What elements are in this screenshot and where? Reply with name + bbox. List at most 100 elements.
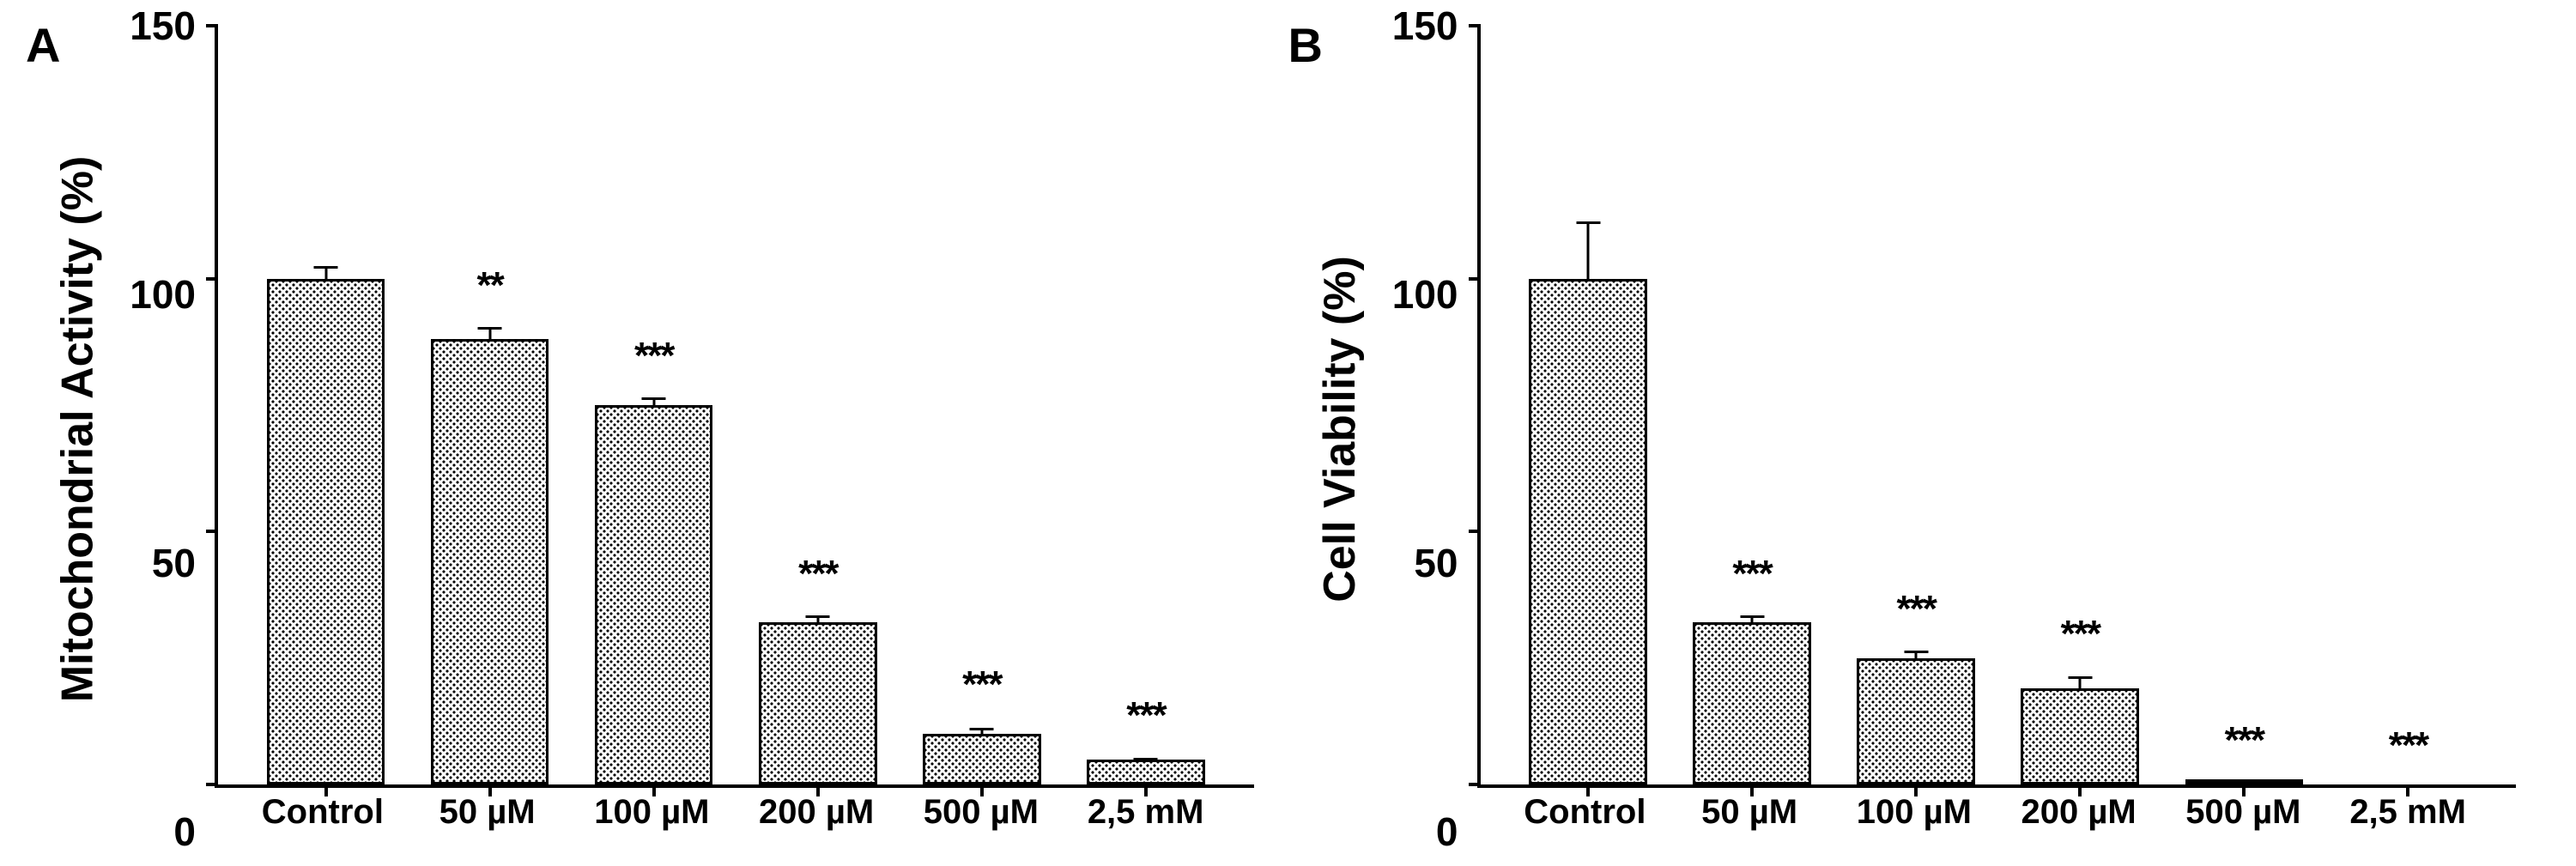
bar-slot: *** — [900, 26, 1064, 784]
x-tick-label: Control — [1503, 793, 1668, 832]
x-tick-label: 2,5 mM — [2325, 793, 2490, 832]
bar — [1529, 279, 1647, 784]
xtick-mark — [2406, 784, 2409, 796]
bar — [1693, 622, 1811, 784]
ytick-mark — [1469, 24, 1481, 27]
x-tick-label: Control — [240, 793, 405, 832]
significance-label: *** — [2225, 719, 2264, 762]
significance-label: *** — [1732, 553, 1771, 596]
ytick-mark — [1469, 530, 1481, 533]
xtick-mark — [1144, 784, 1148, 796]
bar-slot: *** — [572, 26, 736, 784]
significance-label: *** — [962, 663, 1001, 706]
x-tick-label: 50 µM — [405, 793, 570, 832]
error-bar — [980, 728, 983, 737]
significance-label: *** — [2061, 613, 2100, 656]
significance-label: ** — [476, 264, 502, 307]
y-axis: 050100150 — [112, 26, 215, 832]
x-axis-labels: Control50 µM100 µM200 µM500 µM2,5 mM — [1477, 788, 2517, 832]
ytick-mark — [206, 530, 218, 533]
xtick-mark — [2242, 784, 2246, 796]
bar-fill — [1089, 762, 1203, 782]
ytick-label: 50 — [1414, 540, 1458, 586]
ytick-label: 100 — [1392, 271, 1458, 318]
bar — [431, 339, 549, 784]
x-tick-label: 500 µM — [2161, 793, 2326, 832]
bar-slot: ** — [408, 26, 572, 784]
bar-slot — [1506, 26, 1670, 784]
xtick-mark — [980, 784, 984, 796]
bar — [2021, 688, 2139, 784]
xtick-mark — [816, 784, 820, 796]
significance-label: *** — [634, 335, 673, 378]
ytick-mark — [206, 783, 218, 786]
x-tick-label: 200 µM — [1997, 793, 2161, 832]
bar-fill — [597, 408, 711, 782]
y-axis-label: Cell Viability (%) — [1314, 256, 1366, 603]
ytick-mark — [206, 277, 218, 281]
ylabel-wrap: Mitochondrial Activity (%) — [43, 26, 112, 832]
bar-fill — [1695, 625, 1809, 782]
bar-slot: *** — [2326, 26, 2490, 784]
panel-letter: B — [1288, 17, 1323, 73]
bar-fill — [2023, 691, 2137, 782]
bar-slot: *** — [736, 26, 900, 784]
panel-a: AMitochondrial Activity (%)050100150****… — [26, 17, 1288, 840]
y-axis: 050100150 — [1374, 26, 1477, 832]
ytick-mark — [1469, 783, 1481, 786]
bar-fill — [1531, 282, 1645, 782]
xtick-mark — [1914, 784, 1918, 796]
bar — [1087, 760, 1205, 784]
bar-slot: *** — [2162, 26, 2326, 784]
x-tick-label: 2,5 mM — [1064, 793, 1228, 832]
ytick-mark — [1469, 277, 1481, 281]
bar-fill — [761, 625, 875, 782]
significance-label: *** — [798, 553, 837, 596]
panel-b: BCell Viability (%)050100150************… — [1288, 17, 2551, 840]
ytick-label: 0 — [173, 808, 196, 855]
x-tick-label: 100 µM — [570, 793, 735, 832]
bar — [1857, 658, 1975, 784]
chart-column: **************Control50 µM100 µM200 µM50… — [215, 26, 1254, 832]
error-bar — [816, 615, 819, 625]
x-tick-label: 50 µM — [1667, 793, 1832, 832]
bar-slot: *** — [1670, 26, 1834, 784]
bar — [923, 734, 1041, 784]
error-bar — [652, 397, 655, 408]
ytick-label: 100 — [130, 271, 196, 318]
error-bar — [1144, 758, 1147, 762]
bar-slot — [244, 26, 408, 784]
ytick-label: 150 — [130, 3, 196, 49]
error-bar — [2079, 676, 2082, 691]
error-bar — [1587, 221, 1590, 282]
error-bar — [1915, 651, 1918, 660]
ytick-label: 0 — [1436, 808, 1458, 855]
ytick-label: 50 — [152, 540, 196, 586]
xtick-mark — [2078, 784, 2082, 796]
ylabel-wrap: Cell Viability (%) — [1306, 26, 1374, 832]
x-tick-label: 100 µM — [1832, 793, 1997, 832]
bar — [595, 405, 713, 784]
x-tick-label: 200 µM — [734, 793, 899, 832]
error-bar — [1751, 615, 1754, 625]
bars-group: *** *** *** *** *** — [1481, 26, 2517, 784]
xtick-mark — [1586, 784, 1590, 796]
bars-group: ************** — [218, 26, 1254, 784]
significance-label: *** — [1126, 694, 1165, 737]
plot-area: *** *** *** *** *** — [1477, 26, 2517, 788]
significance-label: *** — [2389, 724, 2428, 767]
x-tick-label: 500 µM — [899, 793, 1064, 832]
y-axis-label: Mitochondrial Activity (%) — [52, 155, 103, 702]
bar-fill — [433, 342, 547, 782]
xtick-mark — [1750, 784, 1754, 796]
bar — [759, 622, 877, 784]
ytick-mark — [206, 24, 218, 27]
ytick-label: 150 — [1392, 3, 1458, 49]
bar-slot: *** — [1064, 26, 1227, 784]
bar-slot: *** — [1834, 26, 1998, 784]
plot-area: ************** — [215, 26, 1254, 788]
xtick-mark — [652, 784, 656, 796]
xtick-mark — [324, 784, 328, 796]
figure: AMitochondrial Activity (%)050100150****… — [0, 0, 2576, 866]
error-bar — [488, 327, 491, 342]
